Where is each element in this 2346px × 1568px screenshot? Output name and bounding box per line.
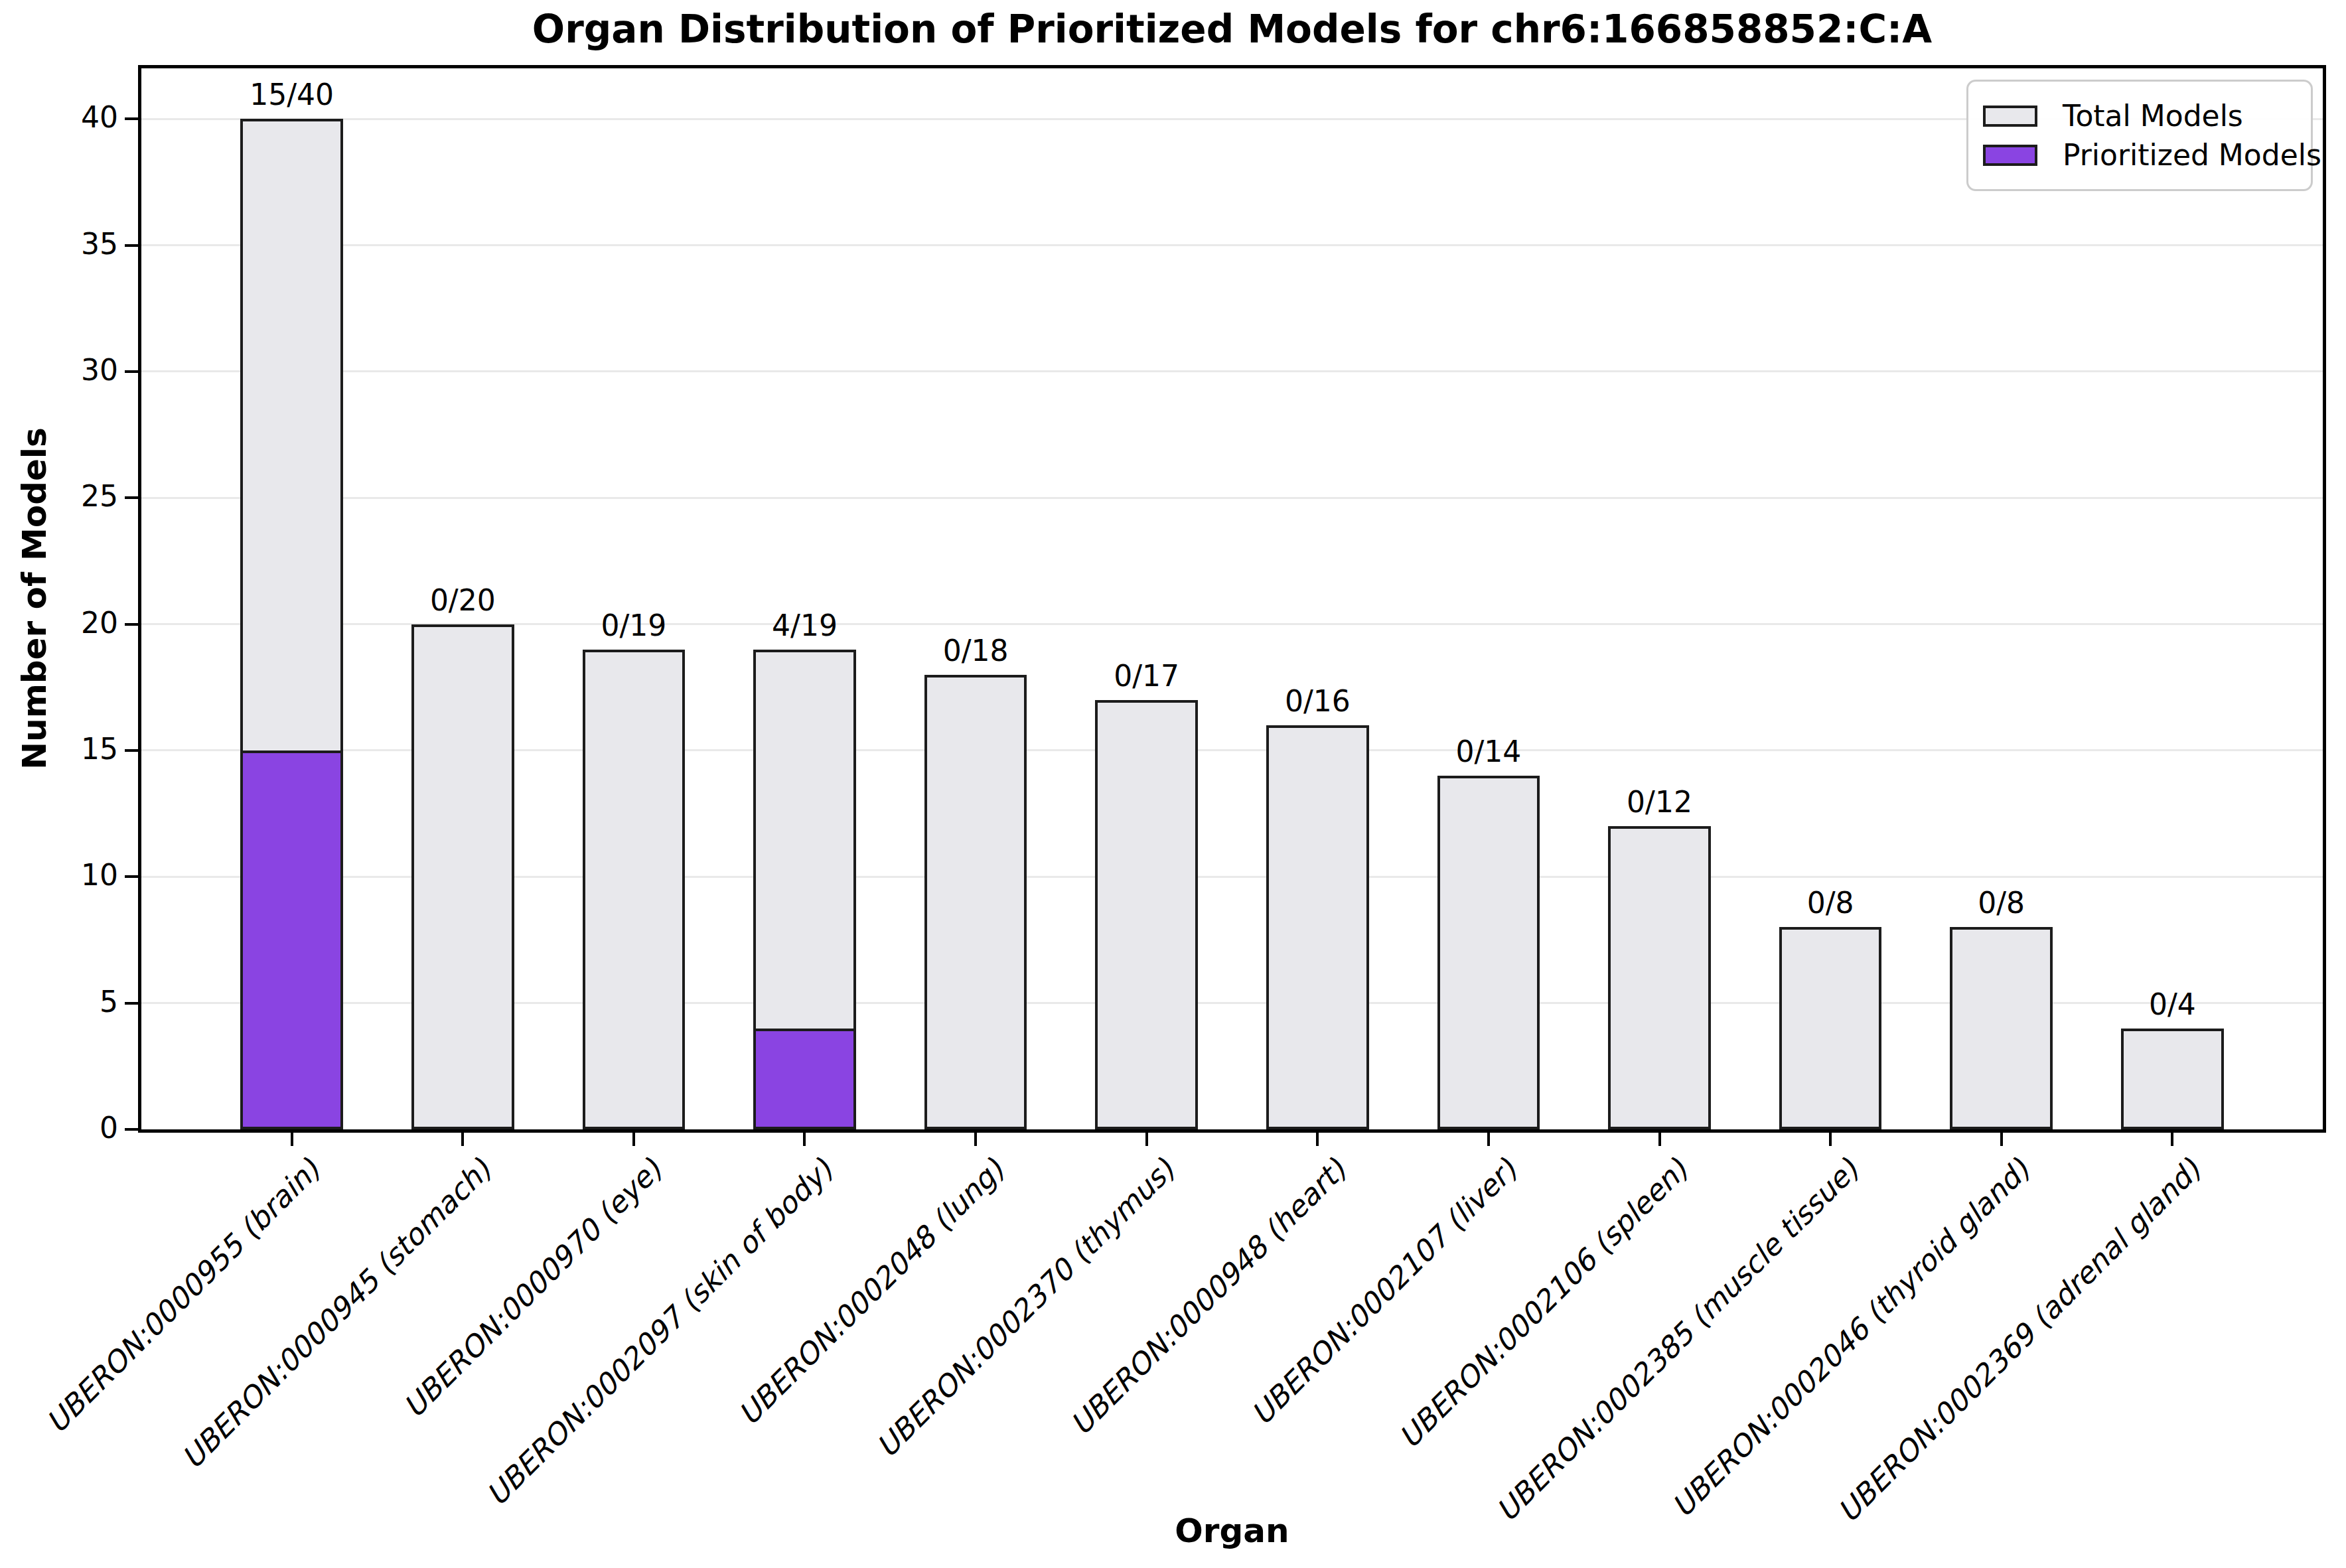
y-tick-label-25: 25: [81, 479, 118, 513]
y-tick-label-35: 35: [81, 227, 118, 261]
y-tick-30: [125, 370, 138, 373]
bar-annotation: 0/20: [430, 583, 496, 617]
x-tick: [2000, 1133, 2003, 1146]
bar-annotation: 0/8: [1807, 886, 1854, 920]
legend-row: Prioritized Models: [1983, 138, 2296, 172]
bar-annotation: 0/18: [943, 634, 1009, 668]
legend-swatch-icon: [1983, 145, 2037, 166]
x-tick-label: UBERON:0002097 (skin of body): [480, 1153, 840, 1512]
bar-annotation: 15/40: [250, 78, 334, 111]
x-tick: [803, 1133, 806, 1146]
x-tick-label: UBERON:0000955 (brain): [39, 1153, 326, 1439]
bar-annotation: 0/8: [1978, 886, 2025, 920]
y-tick-label-40: 40: [81, 100, 118, 134]
bar-prioritized: [240, 750, 343, 1129]
x-tick-label: UBERON:0002385 (muscle tissue): [1490, 1153, 1866, 1528]
x-tick: [974, 1133, 977, 1146]
x-tick: [1487, 1133, 1490, 1146]
bar-total: [1437, 776, 1540, 1129]
x-tick: [461, 1133, 464, 1146]
x-axis-label: Organ: [138, 1512, 2326, 1550]
bar-annotation: 0/16: [1285, 684, 1351, 718]
y-tick-label-10: 10: [81, 858, 118, 892]
y-tick-0: [125, 1128, 138, 1131]
bar-total: [1779, 927, 1882, 1129]
y-tick-label-15: 15: [81, 732, 118, 766]
x-tick: [1145, 1133, 1148, 1146]
y-tick-label-0: 0: [100, 1111, 118, 1145]
x-tick-label: UBERON:0002046 (thyroid gland): [1665, 1153, 2036, 1524]
bar-total: [1095, 700, 1198, 1129]
y-axis-label: Number of Models: [15, 427, 54, 770]
bar-total: [1950, 927, 2053, 1129]
gridline-y30: [141, 370, 2323, 372]
bar-annotation: 0/4: [2149, 987, 2196, 1021]
legend-row: Total Models: [1983, 99, 2296, 133]
y-tick-25: [125, 496, 138, 499]
x-tick-label: UBERON:0002106 (spleen): [1392, 1153, 1694, 1455]
legend-label: Prioritized Models: [2063, 138, 2321, 172]
y-tick-40: [125, 117, 138, 120]
x-tick-label: UBERON:0002369 (adrenal gland): [1831, 1153, 2207, 1529]
bar-annotation: 4/19: [772, 608, 838, 642]
x-tick: [1316, 1133, 1319, 1146]
bar-total: [1266, 725, 1369, 1129]
bar-total: [411, 624, 514, 1129]
x-tick-label: UBERON:0002370 (thymus): [870, 1153, 1181, 1464]
y-tick-label-5: 5: [100, 985, 118, 1019]
x-tick-label: UBERON:0000948 (heart): [1063, 1153, 1352, 1441]
legend-swatch-icon: [1983, 106, 2037, 127]
bar-total: [1608, 826, 1711, 1129]
bar-annotation: 0/19: [601, 608, 666, 642]
bar-total: [924, 675, 1027, 1129]
y-tick-10: [125, 875, 138, 878]
legend: Total Models Prioritized Models: [1966, 80, 2313, 191]
x-tick: [291, 1133, 293, 1146]
x-tick-label: UBERON:0000945 (stomach): [175, 1153, 497, 1475]
organ-distribution-chart: Organ Distribution of Prioritized Models…: [0, 0, 2346, 1568]
y-tick-35: [125, 244, 138, 247]
bar-annotation: 0/12: [1627, 785, 1692, 819]
gridline-y25: [141, 497, 2323, 499]
y-tick-15: [125, 749, 138, 752]
x-tick: [632, 1133, 635, 1146]
y-tick-5: [125, 1002, 138, 1005]
bar-annotation: 0/14: [1455, 735, 1521, 768]
bar-total: [2121, 1029, 2224, 1129]
bar-prioritized: [753, 1029, 856, 1129]
y-tick-label-30: 30: [81, 353, 118, 387]
y-tick-label-20: 20: [81, 606, 118, 640]
chart-title: Organ Distribution of Prioritized Models…: [138, 7, 2326, 52]
x-tick: [1658, 1133, 1661, 1146]
x-tick: [2171, 1133, 2173, 1146]
x-tick: [1829, 1133, 1832, 1146]
bar-total: [583, 650, 686, 1129]
gridline-y35: [141, 244, 2323, 246]
legend-label: Total Models: [2063, 99, 2243, 133]
y-tick-20: [125, 623, 138, 626]
bar-annotation: 0/17: [1114, 659, 1179, 693]
